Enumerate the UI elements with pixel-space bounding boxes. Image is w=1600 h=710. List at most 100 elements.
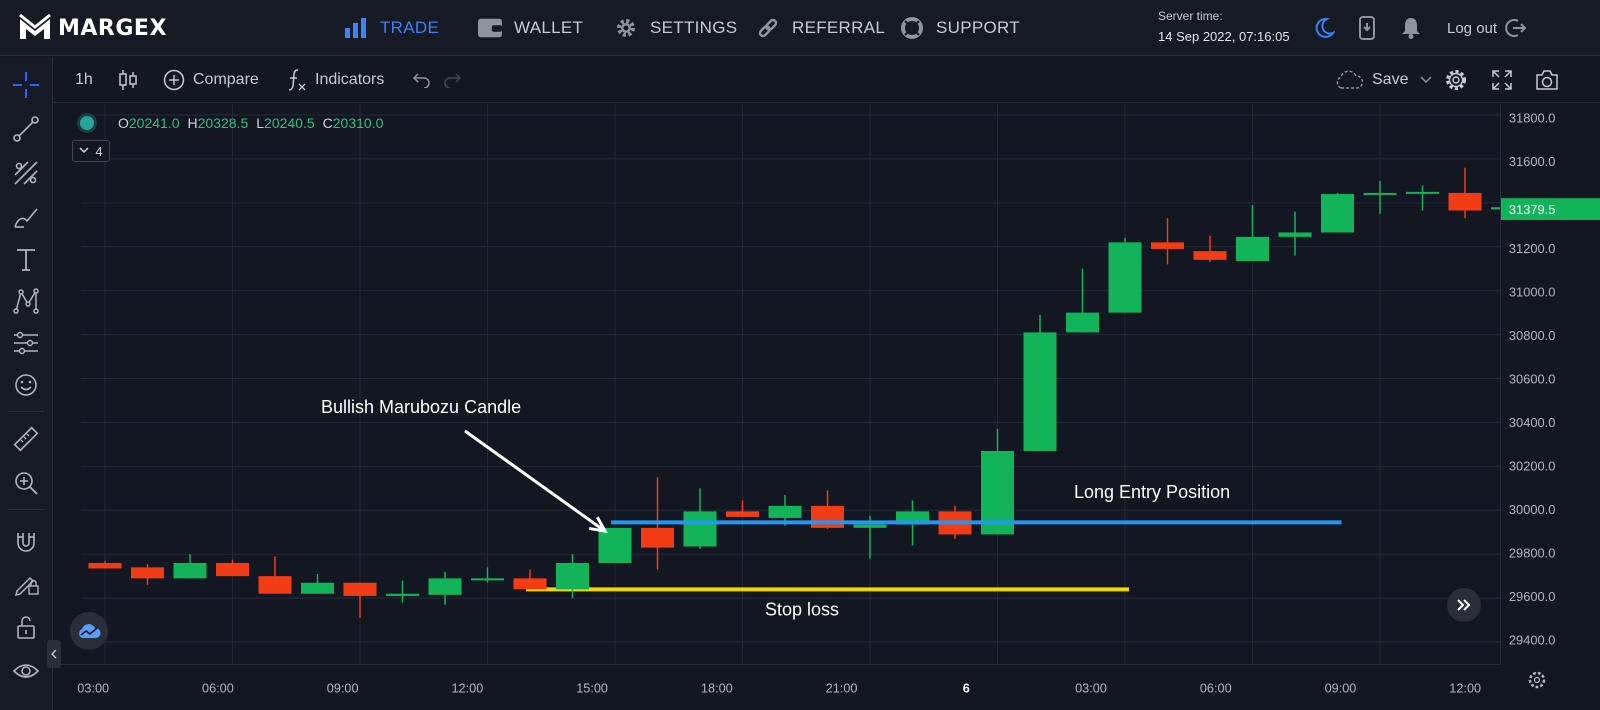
candle-body (683, 511, 717, 547)
emoji-tool[interactable] (10, 369, 42, 401)
trendline-tool[interactable] (10, 113, 42, 145)
fib-icon (14, 161, 38, 185)
ohlc-legend: O 20241.0 H 20328.5 L 20240.5 C 20310.0 (80, 115, 391, 131)
camera-icon (1536, 70, 1558, 90)
indicators-button[interactable]: Indicators (287, 57, 384, 103)
redo-button[interactable] (444, 57, 464, 103)
brush-tool[interactable] (10, 201, 42, 233)
candle-body (428, 578, 462, 595)
last-price-badge (1501, 198, 1600, 220)
fullscreen-icon (1492, 70, 1512, 90)
candle-body (173, 562, 207, 579)
price-ticks: 31800.031600.031400.031200.031000.030800… (1509, 111, 1555, 648)
pattern-tool[interactable] (10, 285, 42, 317)
brand-logo[interactable]: MARGEX (18, 12, 167, 44)
candle-body (853, 524, 887, 528)
scale-settings-button[interactable] (1524, 667, 1550, 693)
unlock-tool[interactable] (10, 611, 42, 643)
price-chart[interactable]: Bullish Marubozu Candle Long Entry Positi… (54, 104, 1554, 664)
server-time-label: Server time: (1158, 9, 1223, 23)
nav-wallet[interactable]: WALLET (478, 0, 583, 56)
server-time-value: 14 Sep 2022, 07:16:05 (1158, 29, 1290, 44)
indicators-label: Indicators (315, 71, 385, 88)
candles (88, 167, 1524, 618)
nav-referral[interactable]: REFERRAL (756, 0, 885, 56)
forecast-tool[interactable] (10, 327, 42, 359)
logout-label: Log out (1447, 19, 1498, 37)
nav-trade-label: TRADE (380, 18, 440, 37)
zoom-tool[interactable] (10, 467, 42, 499)
open-value: 20241.0 (128, 115, 180, 131)
candle-body (343, 582, 377, 596)
wallet-icon (478, 16, 502, 40)
plus-circle-icon (163, 69, 185, 91)
unlock-icon (17, 616, 35, 639)
time-scale[interactable]: 03:00 06:00 09:00 12:00 15:00 18:00 21:00 6 03:0… (54, 664, 1500, 710)
lifebuoy-icon (900, 16, 924, 40)
candle-body (301, 582, 334, 594)
undo-button[interactable] (410, 57, 430, 103)
price-tick-label: 31600.0 (1509, 154, 1555, 169)
legend-count: 4 (95, 143, 103, 159)
candle-body (1108, 242, 1142, 313)
nav-support[interactable]: SUPPORT (900, 0, 1020, 56)
candle-body (131, 567, 164, 579)
scroll-to-realtime-button[interactable] (1447, 588, 1481, 622)
lock-drawings-tool[interactable] (10, 567, 42, 599)
toolbar-collapse-button[interactable] (47, 640, 61, 668)
candle-body (598, 527, 632, 563)
crosshair-tool[interactable] (10, 69, 42, 101)
lock-pencil-icon (14, 576, 39, 597)
price-tick-label: 30200.0 (1509, 458, 1555, 473)
nav-settings[interactable]: SETTINGS (614, 0, 737, 56)
magnet-tool[interactable] (10, 525, 42, 557)
hide-drawings-tool[interactable] (10, 655, 42, 687)
candle-body (1193, 251, 1227, 260)
time-tick-label: 09:00 (1325, 680, 1357, 695)
chart-type-button[interactable] (118, 57, 138, 103)
time-tick-label: 06:00 (202, 680, 234, 695)
text-tool[interactable] (10, 243, 42, 275)
candle-body (726, 511, 759, 517)
candle-body (1023, 332, 1057, 451)
nav-support-label: SUPPORT (936, 18, 1020, 37)
emoji-icon (15, 374, 37, 396)
mobile-app-button[interactable] (1353, 14, 1381, 42)
fib-tool[interactable] (10, 157, 42, 189)
moon-icon (1315, 17, 1335, 38)
candle-body (1448, 192, 1482, 211)
margex-logo-icon (19, 13, 51, 39)
candle-body (556, 562, 589, 590)
price-tick-label: 29800.0 (1509, 545, 1555, 560)
entry-annotation-label: Long Entry Position (1074, 482, 1230, 502)
drawing-toolbar (0, 57, 53, 710)
interval-selector[interactable]: 1h (75, 57, 93, 103)
notifications-button[interactable] (1397, 14, 1425, 42)
zoom-icon (15, 472, 38, 495)
nav-referral-label: REFERRAL (792, 18, 886, 37)
undo-icon (412, 73, 430, 88)
screenshot-button[interactable] (1535, 57, 1559, 103)
measure-tool[interactable] (10, 423, 42, 455)
candle-body (1278, 232, 1312, 237)
high-value: 20328.5 (197, 115, 249, 131)
price-scale[interactable]: 31800.031600.031400.031200.031000.030800… (1500, 104, 1600, 664)
tradingview-watermark[interactable] (70, 612, 108, 650)
compare-button[interactable]: Compare (163, 57, 259, 103)
chart-grid (81, 104, 1527, 664)
price-tick-label: 30000.0 (1509, 502, 1555, 517)
nav-wallet-label: WALLET (514, 18, 584, 37)
brand-name: MARGEX (58, 15, 167, 41)
bell-icon (1402, 18, 1420, 39)
time-tick-label: 06:00 (1200, 680, 1232, 695)
brush-icon (14, 208, 38, 228)
chart-settings-button[interactable] (1444, 57, 1468, 103)
nav-trade[interactable]: TRADE (344, 0, 439, 56)
fullscreen-button[interactable] (1491, 57, 1513, 103)
logout-button[interactable]: Log out (1447, 0, 1527, 56)
theme-toggle[interactable] (1310, 14, 1338, 42)
chevron-left-icon (51, 649, 57, 659)
stop-loss-annotation-label: Stop loss (765, 599, 839, 619)
legend-collapse-button[interactable]: 4 (72, 140, 110, 162)
save-layout-button[interactable]: Save (1334, 57, 1432, 103)
